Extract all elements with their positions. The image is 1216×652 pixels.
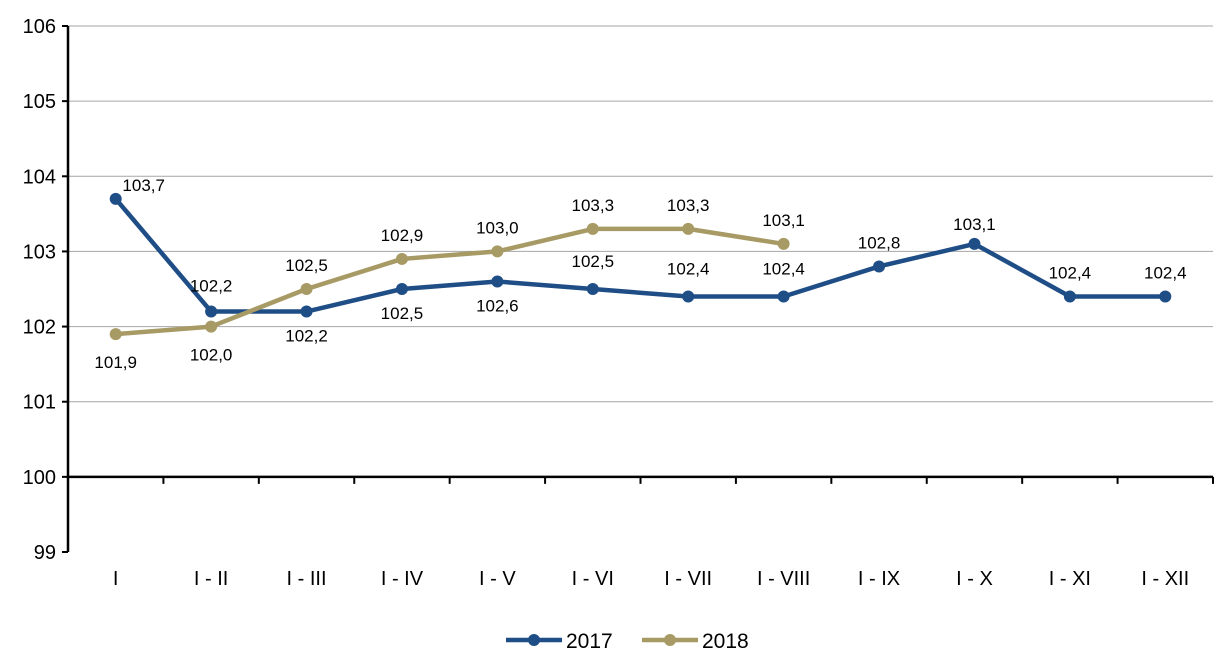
- data-label-2017: 102,5: [381, 304, 424, 323]
- point-2018: [682, 222, 695, 235]
- point-2018: [395, 252, 408, 265]
- data-label-2017: 102,4: [667, 260, 710, 279]
- point-2017: [1063, 290, 1076, 303]
- data-label-2018: 103,0: [476, 218, 519, 237]
- x-tick-label: I - VI: [572, 568, 614, 590]
- point-2017: [300, 305, 313, 318]
- point-2017: [395, 283, 408, 295]
- data-label-2017: 102,4: [1049, 264, 1092, 283]
- data-label-2018: 102,5: [285, 256, 328, 275]
- data-label-2018: 101,9: [94, 353, 137, 372]
- series-group: [109, 192, 1172, 341]
- data-label-2018: 102,0: [190, 346, 233, 365]
- point-2017: [491, 275, 504, 288]
- gridlines: [68, 25, 1213, 403]
- point-2018: [300, 283, 313, 295]
- point-2017: [968, 237, 981, 250]
- data-label-2017: 102,6: [476, 296, 519, 315]
- y-tick-label: 99: [34, 542, 56, 564]
- point-2017: [109, 192, 122, 205]
- x-tick-label: I: [113, 568, 119, 590]
- legend-label: 2018: [702, 630, 749, 652]
- x-tick-label: I - IV: [381, 568, 424, 590]
- legend-label: 2017: [566, 630, 613, 652]
- data-label-2017: 102,2: [285, 327, 328, 346]
- x-tick-label: I - VIII: [757, 568, 810, 590]
- x-tick-label: I - V: [479, 568, 516, 590]
- point-2017: [586, 283, 599, 295]
- legend-swatch-marker: [528, 634, 540, 646]
- x-tick-label: I - X: [956, 568, 993, 590]
- point-2018: [491, 245, 504, 258]
- data-label-2017: 102,2: [190, 277, 233, 296]
- data-label-2017: 103,1: [953, 215, 996, 234]
- point-2018: [777, 237, 790, 250]
- y-tick-label: 102: [23, 317, 56, 339]
- x-tick-label: I - II: [194, 568, 228, 590]
- data-label-2018: 103,3: [572, 196, 615, 215]
- data-label-2018: 103,1: [762, 211, 805, 230]
- data-label-2017: 102,5: [572, 252, 615, 271]
- y-tick-label: 105: [23, 91, 56, 113]
- x-tick-label: I - XII: [1141, 568, 1189, 590]
- legend: 2017 2018: [506, 630, 749, 652]
- data-label-2017: 102,4: [1144, 264, 1187, 283]
- point-2017: [1159, 290, 1172, 303]
- x-axis-ticks: I I - II I - III I - IV I - V I - VI I - VII I …: [67, 476, 1214, 590]
- data-label-2017: 102,8: [858, 233, 901, 252]
- point-2017: [873, 260, 886, 273]
- point-2017: [682, 290, 695, 303]
- y-tick-label: 101: [23, 392, 56, 414]
- y-axis-ticks: 99 100 101 102 103 104 105 106: [23, 16, 68, 564]
- series-line-2017: [113, 196, 1168, 314]
- y-tick-label: 100: [23, 467, 56, 489]
- axes: [66, 26, 1213, 552]
- data-label-2017: 103,7: [122, 176, 165, 195]
- y-tick-label: 103: [23, 241, 56, 263]
- point-2018: [109, 328, 122, 341]
- point-2018: [586, 222, 599, 235]
- y-tick-label: 106: [23, 16, 56, 38]
- x-tick-label: I - VII: [664, 568, 712, 590]
- point-2017: [205, 305, 218, 318]
- data-label-2018: 102,9: [381, 226, 424, 245]
- series-line-2018: [113, 226, 786, 337]
- data-labels: 103,7 102,2 102,2 102,5 102,6 102,5 102,4 102,4…: [94, 176, 1186, 372]
- data-label-2018: 103,3: [667, 196, 710, 215]
- y-tick-label: 104: [23, 166, 56, 188]
- x-tick-label: I - IX: [858, 568, 900, 590]
- point-2018: [205, 320, 218, 333]
- legend-swatch-marker: [664, 634, 676, 646]
- x-tick-label: I - III: [287, 568, 327, 590]
- data-label-2017: 102,4: [762, 260, 805, 279]
- point-2017: [777, 290, 790, 303]
- x-tick-label: I - XI: [1049, 568, 1091, 590]
